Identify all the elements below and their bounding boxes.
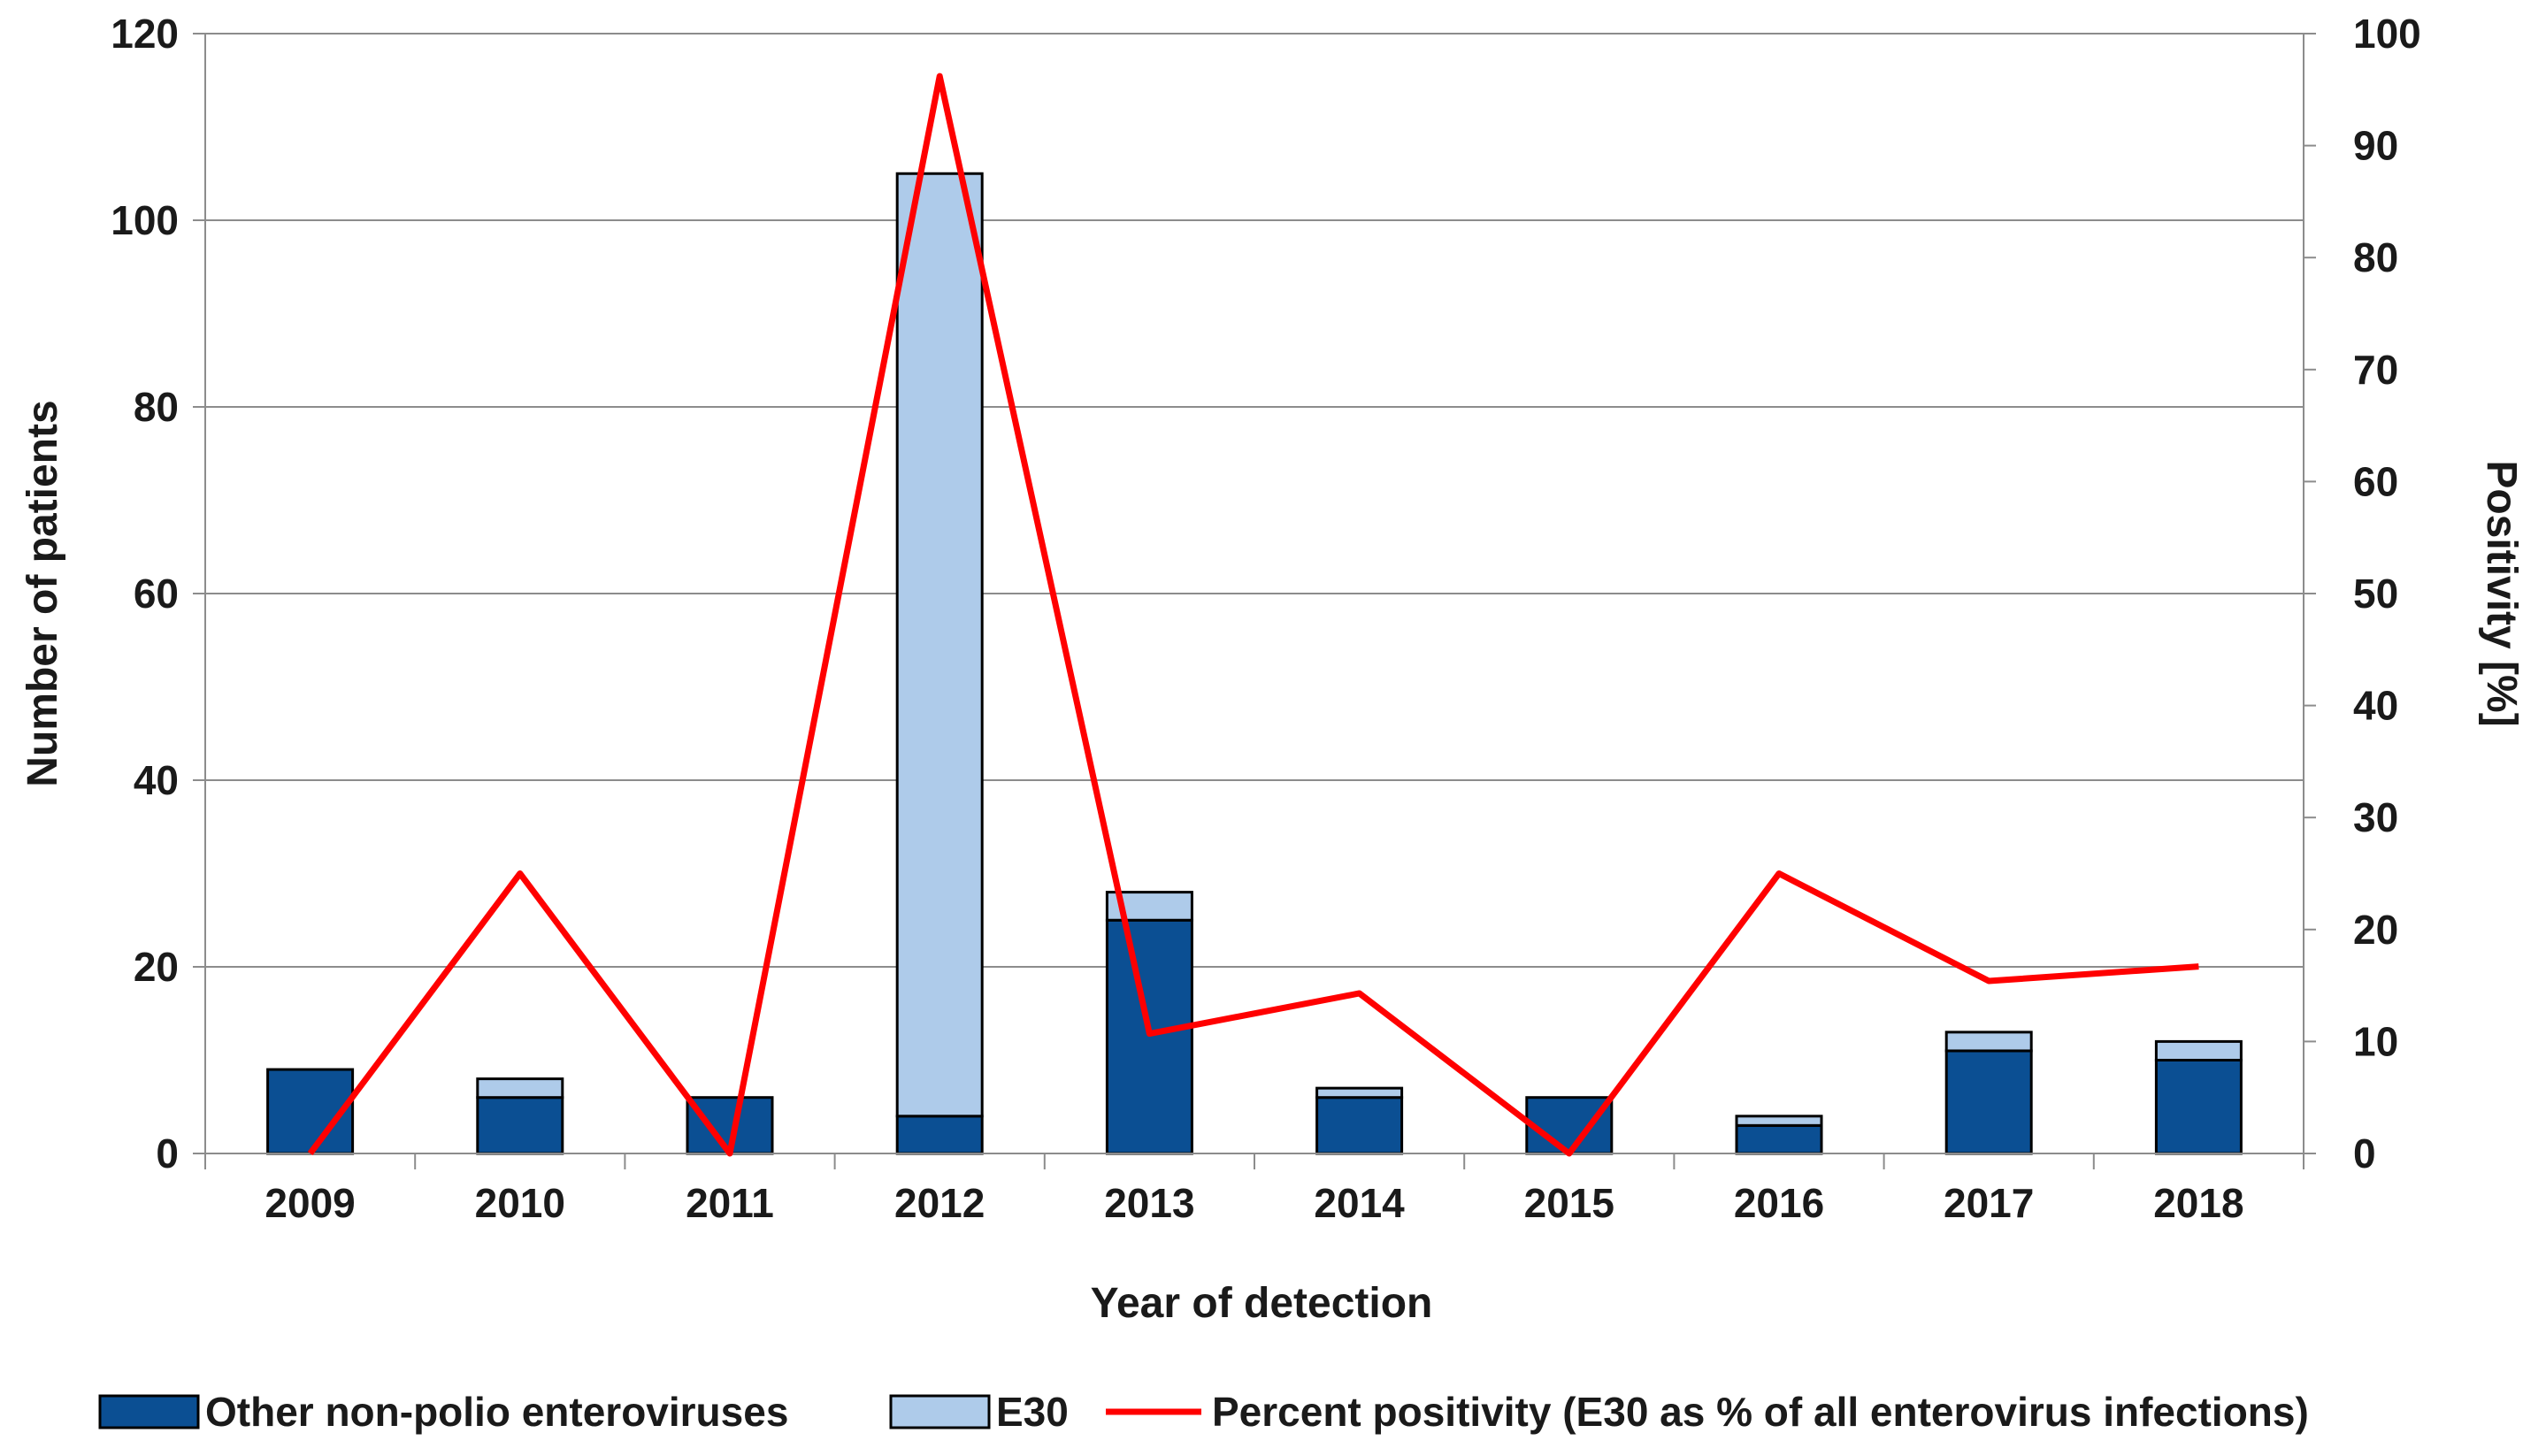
- y2-tick-label: 60: [2353, 458, 2398, 504]
- y-tick-label: 80: [134, 384, 179, 430]
- y2-tick-label: 30: [2353, 794, 2398, 840]
- y-tick-label: 60: [134, 571, 179, 617]
- bar-other-npev: [476, 1096, 564, 1155]
- bars: [266, 172, 2243, 1155]
- legend-label-other-npev: Other non-polio enteroviruses: [205, 1389, 788, 1435]
- y-tick-label: 0: [156, 1130, 179, 1176]
- bar-other-npev: [895, 1115, 984, 1155]
- legend-label-percent-positivity: Percent positivity (E30 as % of all ente…: [1212, 1389, 2309, 1435]
- x-tick-label: 2011: [686, 1180, 774, 1226]
- gridlines: [205, 33, 2304, 968]
- bar-other-npev: [1105, 918, 1193, 1155]
- x-tick-label: 2013: [1104, 1180, 1194, 1226]
- bar-other-npev: [2154, 1059, 2243, 1155]
- bar-e30: [2154, 1039, 2243, 1062]
- percent-positivity-polyline: [307, 73, 2199, 1157]
- bar-e30: [895, 172, 984, 1118]
- y-tick-label: 100: [111, 197, 179, 243]
- y-axis-title: Number of patients: [19, 400, 66, 786]
- tick-labels: 0 20 40 60 80 100 120 0 10 20 30 40 50 60 70 80 90 100 200…: [111, 11, 2421, 1226]
- x-tick-label: 2014: [1314, 1180, 1405, 1226]
- y2-tick-label: 80: [2353, 234, 2398, 280]
- percent-positivity-line: [307, 73, 2199, 1157]
- y-tick-label: 120: [111, 11, 179, 57]
- x-tick-label: 2017: [1944, 1180, 2034, 1226]
- y2-tick-label: 100: [2353, 11, 2421, 57]
- x-axis-title: Year of detection: [1091, 1280, 1433, 1327]
- y2-tick-label: 20: [2353, 907, 2398, 953]
- bar-other-npev: [1525, 1096, 1614, 1155]
- x-tick-label: 2015: [1524, 1180, 1614, 1226]
- y2-tick-label: 90: [2353, 123, 2398, 169]
- y2-tick-label: 70: [2353, 347, 2398, 393]
- y-tick-label: 20: [134, 944, 179, 990]
- legend-swatch-other-npev: [98, 1394, 200, 1429]
- y2-tick-label: 10: [2353, 1018, 2398, 1064]
- bar-other-npev: [1944, 1049, 2033, 1155]
- legend: Other non-polio enteroviruses E30 Percen…: [98, 1389, 2309, 1435]
- legend-swatch-e30: [889, 1394, 991, 1429]
- y-tick-label: 40: [134, 757, 179, 803]
- x-tick-label: 2018: [2153, 1180, 2243, 1226]
- bar-other-npev: [1315, 1096, 1404, 1155]
- bar-e30: [1944, 1031, 2033, 1053]
- y2-tick-label: 0: [2353, 1130, 2376, 1176]
- bar-other-npev: [1735, 1123, 1823, 1155]
- bar-e30: [476, 1077, 564, 1100]
- bar-e30: [1735, 1115, 1823, 1127]
- legend-label-e30: E30: [996, 1389, 1069, 1435]
- y2-tick-label: 50: [2353, 571, 2398, 617]
- x-tick-label: 2010: [475, 1180, 565, 1226]
- y2-tick-label: 40: [2353, 683, 2398, 729]
- y2-axis-title: Positivity [%]: [2478, 460, 2523, 726]
- axes: [193, 33, 2316, 1169]
- x-tick-label: 2009: [265, 1180, 355, 1226]
- x-tick-label: 2012: [894, 1180, 985, 1226]
- bar-e30: [1315, 1086, 1404, 1100]
- x-tick-label: 2016: [1734, 1180, 1824, 1226]
